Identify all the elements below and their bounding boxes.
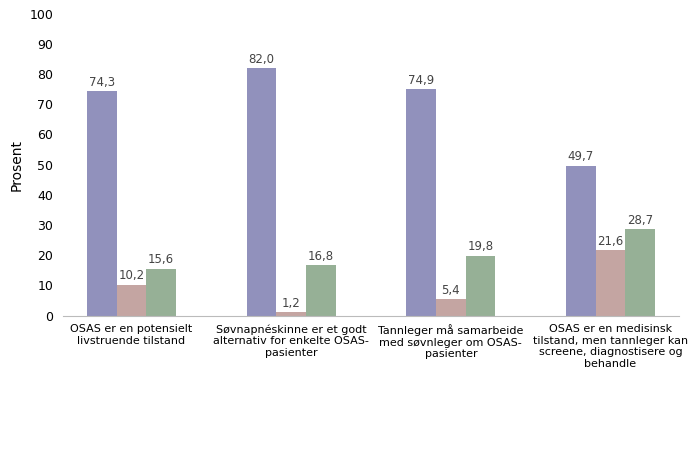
Text: 74,9: 74,9 <box>408 74 434 87</box>
Bar <box>246 68 276 316</box>
Bar <box>436 299 466 316</box>
Text: 19,8: 19,8 <box>468 240 493 253</box>
Bar <box>306 265 335 316</box>
Bar <box>276 312 306 316</box>
Text: 16,8: 16,8 <box>308 249 334 262</box>
Text: 82,0: 82,0 <box>248 52 274 65</box>
Text: 1,2: 1,2 <box>282 297 300 310</box>
Bar <box>146 268 176 316</box>
Bar <box>87 91 117 316</box>
Bar <box>466 256 496 316</box>
Text: 21,6: 21,6 <box>597 235 624 248</box>
Text: 5,4: 5,4 <box>442 284 460 297</box>
Text: 28,7: 28,7 <box>627 214 653 226</box>
Y-axis label: Prosent: Prosent <box>10 138 24 191</box>
Bar <box>625 229 655 316</box>
Bar <box>407 89 436 316</box>
Bar <box>566 166 596 316</box>
Bar <box>596 250 625 316</box>
Bar <box>117 285 146 316</box>
Text: 49,7: 49,7 <box>568 150 594 163</box>
Text: 10,2: 10,2 <box>118 269 144 282</box>
Text: 74,3: 74,3 <box>89 76 115 89</box>
Text: 15,6: 15,6 <box>148 253 174 266</box>
